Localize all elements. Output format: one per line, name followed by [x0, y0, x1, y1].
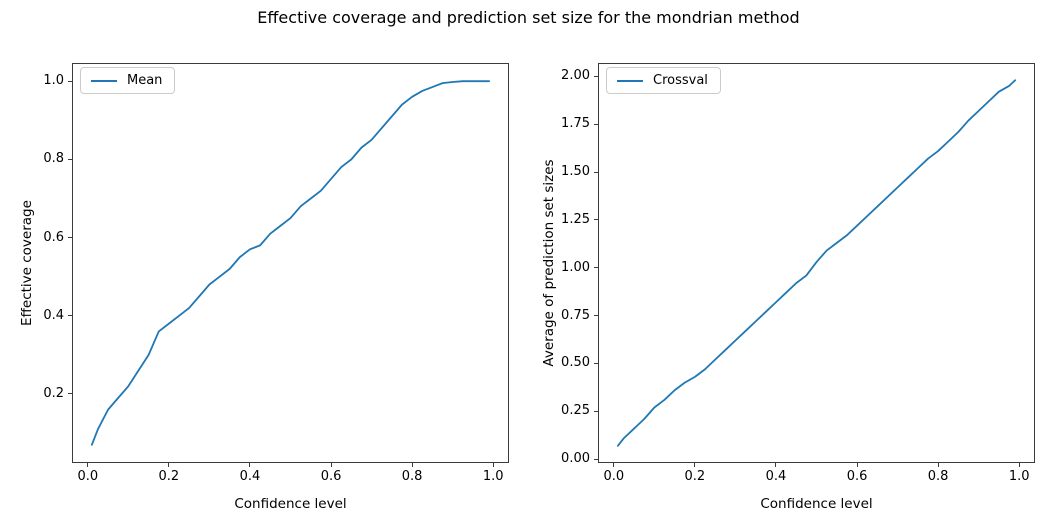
y-tick-mark: [68, 315, 72, 317]
x-tick-label: 0.8: [401, 469, 423, 484]
x-tick-label: 1.0: [1008, 469, 1030, 484]
left-legend-label: Mean: [127, 73, 163, 88]
y-tick-label: 0.8: [43, 151, 64, 167]
x-tick-label: 0.0: [603, 469, 625, 484]
x-tick-label: 0.2: [158, 469, 180, 484]
y-tick-mark: [594, 267, 598, 269]
left-y-axis-label: Effective coverage: [19, 200, 35, 326]
y-tick-label: 1.25: [561, 211, 590, 227]
figure-title: Effective coverage and prediction set si…: [257, 8, 800, 27]
y-tick-label: 0.50: [561, 355, 590, 371]
x-tick-mark: [613, 463, 615, 467]
x-tick-mark: [249, 463, 251, 467]
x-tick-mark: [87, 463, 89, 467]
right-legend-label: Crossval: [653, 73, 708, 88]
y-tick-mark: [68, 237, 72, 239]
x-tick-mark: [1018, 463, 1020, 467]
y-tick-label: 0.25: [561, 403, 590, 419]
x-tick-label: 0.6: [846, 469, 868, 484]
x-tick-label: 0.2: [684, 469, 706, 484]
axes-spines: [598, 63, 1035, 463]
x-tick-label: 0.4: [239, 469, 261, 484]
y-tick-mark: [594, 458, 598, 460]
x-tick-mark: [492, 463, 494, 467]
right-legend: Crossval: [606, 67, 721, 94]
left-legend-line-swatch: [91, 79, 117, 82]
axes-spines: [72, 63, 509, 463]
y-tick-label: 1.00: [561, 259, 590, 275]
y-tick-mark: [594, 315, 598, 317]
x-tick-label: 0.0: [77, 469, 99, 484]
y-tick-label: 0.75: [561, 307, 590, 323]
data-line-mean: [90, 80, 491, 446]
x-tick-mark: [330, 463, 332, 467]
left-line-chart: [72, 63, 509, 463]
y-tick-mark: [594, 410, 598, 412]
y-tick-mark: [594, 75, 598, 77]
y-tick-label: 1.75: [561, 116, 590, 132]
x-tick-label: 0.4: [765, 469, 787, 484]
right-x-axis-label: Confidence level: [760, 496, 873, 512]
y-tick-mark: [594, 362, 598, 364]
right-plot-area: Crossval: [598, 63, 1035, 463]
y-tick-label: 1.50: [561, 164, 590, 180]
y-tick-label: 2.00: [561, 68, 590, 84]
left-x-axis-label: Confidence level: [234, 496, 347, 512]
y-tick-mark: [594, 219, 598, 221]
y-tick-label: 0.00: [561, 451, 590, 467]
x-tick-mark: [775, 463, 777, 467]
x-tick-label: 0.6: [320, 469, 342, 484]
y-tick-mark: [68, 393, 72, 395]
right-legend-line-swatch: [617, 79, 643, 82]
y-tick-mark: [594, 171, 598, 173]
y-tick-mark: [68, 158, 72, 160]
y-tick-mark: [68, 80, 72, 82]
x-tick-mark: [411, 463, 413, 467]
x-tick-label: 0.8: [927, 469, 949, 484]
y-tick-label: 0.4: [43, 307, 64, 323]
x-tick-mark: [694, 463, 696, 467]
x-tick-mark: [168, 463, 170, 467]
x-tick-label: 1.0: [482, 469, 504, 484]
y-tick-label: 0.2: [43, 385, 64, 401]
left-plot-area: Mean: [72, 63, 509, 463]
x-tick-mark: [856, 463, 858, 467]
left-legend: Mean: [80, 67, 176, 94]
y-tick-label: 0.6: [43, 229, 64, 245]
y-tick-mark: [594, 123, 598, 125]
y-tick-label: 1.0: [43, 73, 64, 89]
data-line-crossval: [616, 79, 1017, 447]
right-line-chart: [598, 63, 1035, 463]
x-tick-mark: [937, 463, 939, 467]
